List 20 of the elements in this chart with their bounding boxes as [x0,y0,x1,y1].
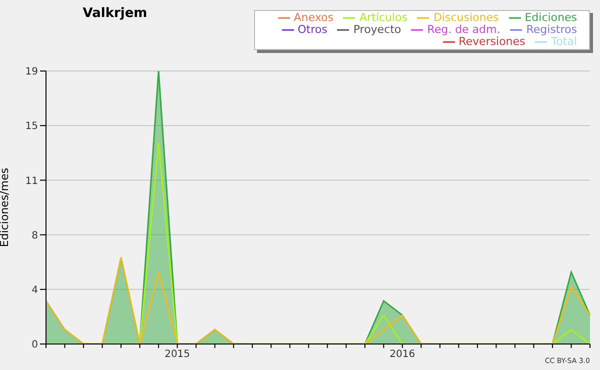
legend-label: Total [551,35,577,48]
legend-label: Proyecto [353,23,402,36]
legend-label: Discusiones [433,11,499,24]
y-tick-label: 11 [25,176,38,187]
legend-label: Anexos [294,11,334,24]
legend-label: Reg. de adm. [427,23,500,36]
legend-label: Ediciones [524,11,577,24]
legend-label: Reversiones [458,35,526,48]
y-tick-label: 19 [25,66,38,78]
legend-label: Otros [298,23,328,36]
y-tick-label: 15 [25,121,38,132]
x-tick-label: 2015 [164,349,190,360]
legend-label: Registros [526,23,577,36]
legend-label: Artículos [359,11,408,24]
x-tick-label: 2016 [390,349,416,360]
y-tick-label: 8 [32,230,38,242]
y-axis-title: Ediciones/mes [0,168,11,248]
y-tick-label: 0 [32,340,38,351]
y-tick-label: 4 [32,284,38,296]
chart-title: Valkrjem [82,6,148,21]
